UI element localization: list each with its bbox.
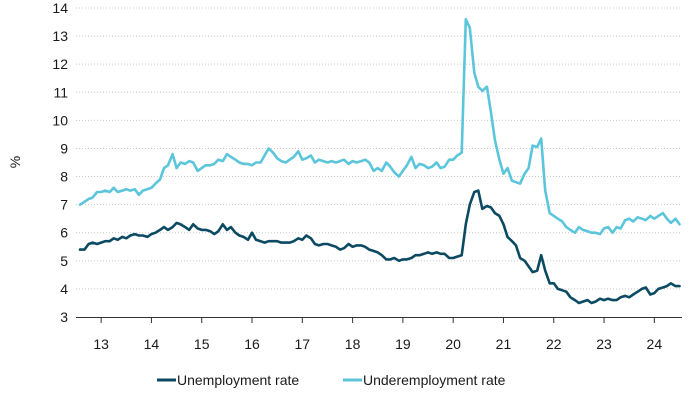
y-tick-label: 9 [60, 140, 68, 156]
x-tick-label: 19 [395, 336, 411, 352]
x-tick-label: 20 [445, 336, 461, 352]
y-axis-label: % [7, 156, 23, 168]
y-tick-label: 11 [53, 84, 68, 100]
x-axis-ticks: 13 14 15 16 17 18 19 20 21 22 23 24 [93, 317, 662, 352]
legend-label: Unemployment rate [177, 372, 299, 388]
x-tick-label: 16 [244, 336, 260, 352]
legend: Unemployment rate Underemployment rate [157, 372, 506, 388]
x-tick-label: 18 [345, 336, 361, 352]
y-tick-label: 13 [52, 28, 68, 44]
x-tick-label: 17 [295, 336, 311, 352]
y-tick-label: 7 [60, 197, 68, 213]
series-line [78, 189, 681, 305]
y-tick-label: 6 [60, 225, 68, 241]
y-tick-label: 12 [52, 56, 68, 72]
series-lines [78, 17, 681, 305]
y-tick-label: 10 [52, 112, 68, 128]
x-tick-label: 22 [546, 336, 562, 352]
x-tick-label: 21 [496, 336, 512, 352]
series-line [78, 17, 681, 236]
x-tick-label: 24 [647, 336, 663, 352]
x-tick-label: 23 [596, 336, 612, 352]
y-axis-tick-labels: 3 4 5 6 7 8 9 10 11 12 13 14 [52, 0, 68, 325]
y-tick-label: 8 [60, 169, 68, 185]
y-tick-label: 5 [60, 253, 68, 269]
gridlines [76, 7, 682, 290]
x-tick-label: 14 [144, 336, 160, 352]
y-tick-label: 4 [60, 281, 68, 297]
legend-label: Underemployment rate [363, 372, 506, 388]
x-tick-label: 13 [93, 336, 109, 352]
y-tick-label: 3 [60, 309, 68, 325]
x-tick-label: 15 [194, 336, 210, 352]
y-tick-label: 14 [52, 0, 68, 16]
